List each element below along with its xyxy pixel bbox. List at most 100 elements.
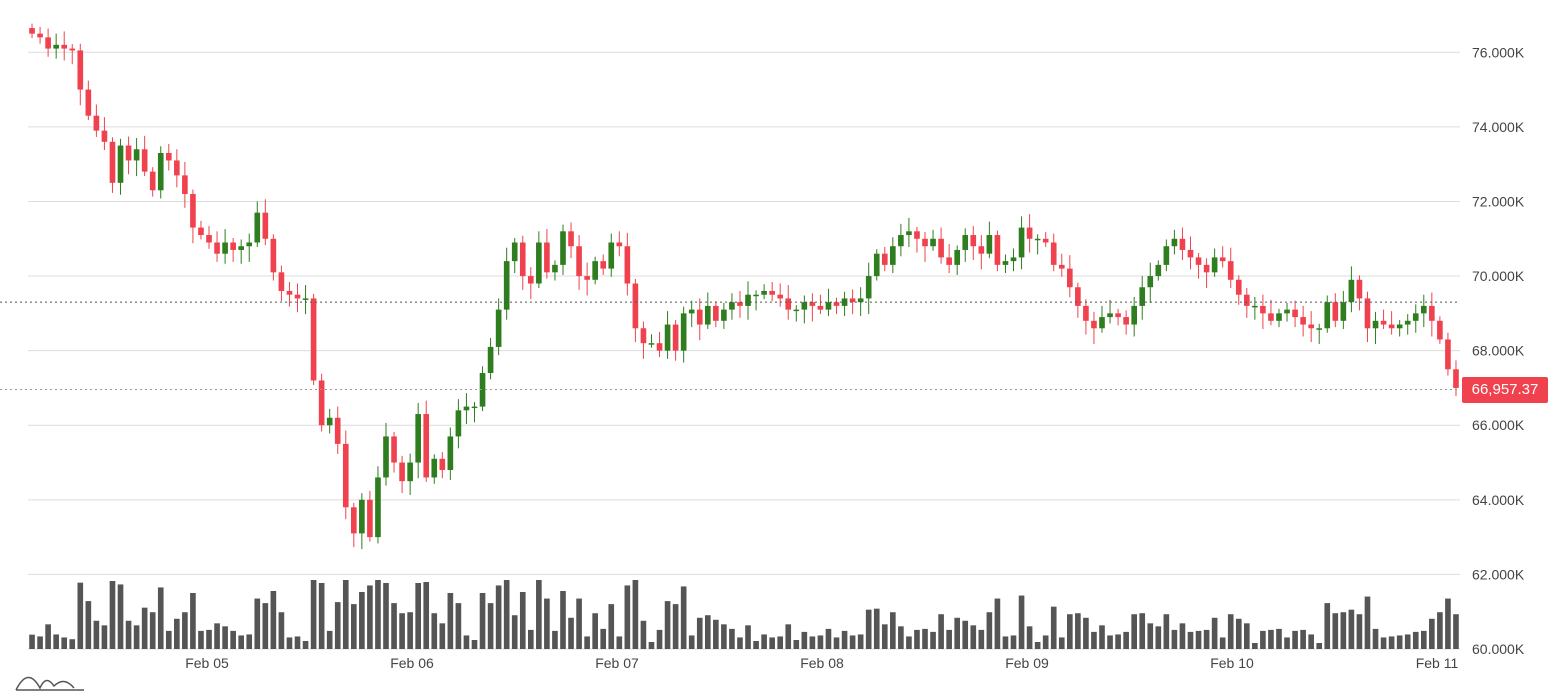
volume-bar [37, 636, 43, 649]
volume-bar [334, 602, 341, 649]
candle-body [342, 443, 349, 508]
candle-body [568, 231, 574, 247]
volume-bar [1316, 643, 1323, 649]
volume-bar [77, 582, 84, 649]
candle-body [753, 294, 759, 297]
volume-bar [1235, 618, 1242, 649]
candle-body [688, 309, 695, 314]
candle-body [1187, 249, 1194, 258]
volume-bar [1332, 613, 1339, 649]
chart-logo-icon [15, 676, 84, 691]
volume-bar [825, 628, 832, 649]
volume-bar [359, 592, 365, 649]
candle-body [1276, 313, 1282, 321]
candle-body [1042, 238, 1049, 243]
candle-body [407, 462, 413, 482]
y-tick-label: 64.000K [1472, 492, 1525, 508]
candle-body [865, 276, 872, 299]
candle-body [785, 298, 792, 310]
volume-bar [1429, 618, 1435, 649]
candle-body [737, 302, 743, 306]
candle-body [455, 410, 462, 437]
candle-body [777, 294, 784, 299]
y-tick-label: 60.000K [1472, 641, 1525, 657]
volume-bar [383, 583, 389, 649]
volume-bar [568, 617, 574, 649]
candle-body [246, 242, 253, 247]
volume-bar [656, 629, 663, 649]
volume-bar [1018, 595, 1025, 649]
volume-bar [415, 583, 421, 649]
candle-body [906, 231, 912, 236]
volume-bar [495, 585, 502, 649]
volume-bar [367, 585, 373, 649]
volume-bar [1388, 636, 1395, 649]
candle-body [1107, 313, 1113, 318]
candle-body [447, 436, 454, 470]
candle-body [133, 149, 140, 161]
candle-body [536, 242, 542, 284]
candle-body [1429, 305, 1435, 321]
volume-bar [351, 604, 357, 649]
candle-body [600, 261, 607, 269]
volume-bar [1171, 629, 1178, 649]
volume-bar [1139, 613, 1146, 649]
candle-body [37, 33, 43, 38]
candle-body [930, 238, 936, 247]
candle-body [511, 242, 518, 262]
candle-body [174, 160, 180, 176]
volume-bar [262, 603, 269, 649]
volume-bar [1348, 609, 1355, 649]
volume-bar [608, 604, 615, 649]
volume-bar [672, 604, 679, 649]
candle-body [479, 373, 486, 407]
volume-bar [1115, 634, 1121, 649]
candle-body [592, 261, 598, 280]
candle-body [664, 324, 671, 351]
volume-bar [761, 634, 767, 649]
volume-bar [624, 585, 631, 649]
volume-bar [849, 635, 856, 649]
candle-body [576, 246, 582, 277]
volume-bar [600, 628, 607, 649]
candle-body [849, 298, 856, 303]
y-tick-label: 72.000K [1472, 193, 1525, 209]
candle-body [680, 313, 687, 351]
volume-bar [511, 615, 518, 649]
volume-bar [85, 601, 92, 649]
candle-body [214, 242, 220, 254]
candle-body [302, 298, 309, 300]
volume-bar [1211, 617, 1218, 649]
candle-body [761, 290, 767, 295]
candle-body [165, 152, 172, 161]
volume-bar [1163, 614, 1170, 649]
volume-bar [447, 593, 454, 649]
volume-bar [809, 636, 816, 649]
volume-bar [399, 613, 405, 649]
candle-body [624, 246, 631, 284]
candle-body [101, 130, 108, 142]
candle-body [1026, 227, 1033, 239]
volume-bar [407, 612, 413, 649]
volume-bar [157, 587, 164, 649]
volume-bar [1260, 630, 1266, 649]
volume-bar [1412, 631, 1419, 649]
candle-body [326, 417, 333, 426]
candle-body [1252, 305, 1258, 308]
candle-body [198, 227, 204, 236]
volume-bar [53, 634, 59, 649]
y-tick-label: 76.000K [1472, 44, 1525, 60]
volume-bar [1058, 637, 1065, 649]
candle-body [1300, 317, 1306, 325]
volume-bar [785, 624, 792, 649]
candle-body [608, 242, 615, 269]
candle-body [656, 343, 663, 351]
volume-bar [1437, 612, 1443, 649]
volume-bar [246, 634, 253, 649]
volume-bar [1195, 630, 1202, 649]
x-tick-label: Feb 08 [800, 655, 844, 671]
volume-bar [133, 625, 140, 649]
candle-body [584, 276, 590, 280]
volume-bar [680, 586, 687, 649]
